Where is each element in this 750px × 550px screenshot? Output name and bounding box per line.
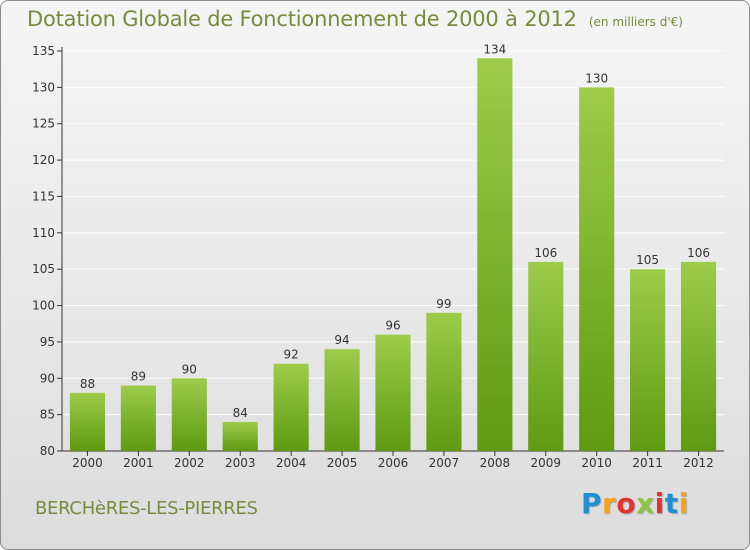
y-tick-label: 120 xyxy=(32,153,55,167)
x-tick-label: 2003 xyxy=(225,456,256,470)
x-tick-label: 2009 xyxy=(530,456,561,470)
x-tick-label: 2011 xyxy=(632,456,663,470)
bar-2007 xyxy=(426,312,462,451)
bar-2000 xyxy=(69,392,106,451)
y-tick-label: 115 xyxy=(32,189,55,203)
bar-2002 xyxy=(171,378,207,451)
data-label: 84 xyxy=(233,406,248,420)
x-tick-label: 2008 xyxy=(480,456,511,470)
bar-2012 xyxy=(680,261,717,451)
data-label: 106 xyxy=(534,246,557,260)
bar-2001 xyxy=(120,385,156,451)
bar-2010 xyxy=(579,87,615,451)
bar-2005 xyxy=(324,349,360,451)
y-tick-label: 80 xyxy=(40,444,55,458)
y-tick-label: 135 xyxy=(32,44,55,58)
bar-2004 xyxy=(273,363,309,451)
proxiti-logo[interactable]: Proxiti xyxy=(581,487,689,520)
data-label: 88 xyxy=(80,377,95,391)
y-tick-label: 100 xyxy=(32,299,55,313)
chart-title: Dotation Globale de Fonctionnement de 20… xyxy=(27,7,577,31)
commune-name: BERCHèRES-LES-PIERRES xyxy=(35,498,258,519)
x-tick-label: 2002 xyxy=(174,456,205,470)
data-labels: 88 89 90 84 92 94 96 99 134 106 130 105 106 xyxy=(80,42,710,420)
y-tick-label: 105 xyxy=(32,262,55,276)
data-label: 92 xyxy=(284,348,299,362)
data-label: 94 xyxy=(334,333,349,347)
data-label: 90 xyxy=(182,362,197,376)
x-tick-label: 2001 xyxy=(123,456,154,470)
y-tick-label: 95 xyxy=(40,335,55,349)
y-tick-label: 85 xyxy=(40,408,55,422)
bar-2011 xyxy=(630,269,666,451)
y-tick-label: 90 xyxy=(40,371,55,385)
x-tick-label: 2012 xyxy=(683,456,714,470)
x-tick-label: 2006 xyxy=(378,456,409,470)
title-line: Dotation Globale de Fonctionnement de 20… xyxy=(27,7,683,31)
bar-2008 xyxy=(477,58,513,451)
bars xyxy=(69,58,717,451)
data-label: 96 xyxy=(385,319,400,333)
data-label: 105 xyxy=(636,253,659,267)
data-label: 89 xyxy=(131,370,146,384)
x-tick-label: 2004 xyxy=(276,456,307,470)
x-tick-label: 2000 xyxy=(72,456,103,470)
data-label: 99 xyxy=(436,297,451,311)
data-label: 134 xyxy=(483,42,506,56)
bar-2006 xyxy=(375,334,411,451)
bar-2003 xyxy=(222,421,258,451)
x-tick-label: 2010 xyxy=(581,456,612,470)
y-tick-label: 110 xyxy=(32,226,55,240)
bar-2009 xyxy=(528,261,564,451)
x-tick-label: 2007 xyxy=(429,456,460,470)
data-label: 106 xyxy=(687,246,710,260)
chart-subtitle: (en milliers d'€) xyxy=(588,15,683,29)
y-tick-label: 130 xyxy=(32,80,55,94)
y-tick-label: 125 xyxy=(32,117,55,131)
x-tick-label: 2005 xyxy=(327,456,358,470)
data-label: 130 xyxy=(585,71,608,85)
